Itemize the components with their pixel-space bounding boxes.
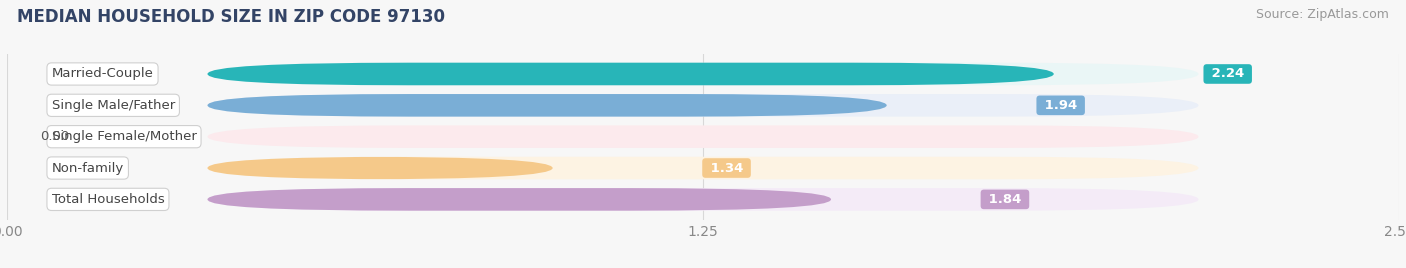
FancyBboxPatch shape: [208, 63, 1053, 85]
Text: 1.84: 1.84: [984, 193, 1026, 206]
Text: Total Households: Total Households: [52, 193, 165, 206]
FancyBboxPatch shape: [208, 157, 553, 179]
Text: Non-family: Non-family: [52, 162, 124, 174]
FancyBboxPatch shape: [208, 188, 1198, 211]
FancyBboxPatch shape: [208, 125, 1198, 148]
FancyBboxPatch shape: [208, 157, 1198, 179]
Text: MEDIAN HOUSEHOLD SIZE IN ZIP CODE 97130: MEDIAN HOUSEHOLD SIZE IN ZIP CODE 97130: [17, 8, 444, 26]
Text: 1.94: 1.94: [1039, 99, 1081, 112]
Text: Source: ZipAtlas.com: Source: ZipAtlas.com: [1256, 8, 1389, 21]
Text: Married-Couple: Married-Couple: [52, 68, 153, 80]
FancyBboxPatch shape: [208, 94, 887, 117]
Text: Single Male/Father: Single Male/Father: [52, 99, 174, 112]
FancyBboxPatch shape: [208, 63, 1198, 85]
FancyBboxPatch shape: [208, 94, 1198, 117]
Text: 2.24: 2.24: [1206, 68, 1249, 80]
Text: 1.34: 1.34: [706, 162, 748, 174]
Text: Single Female/Mother: Single Female/Mother: [52, 130, 197, 143]
Text: 0.00: 0.00: [41, 130, 70, 143]
FancyBboxPatch shape: [208, 188, 831, 211]
